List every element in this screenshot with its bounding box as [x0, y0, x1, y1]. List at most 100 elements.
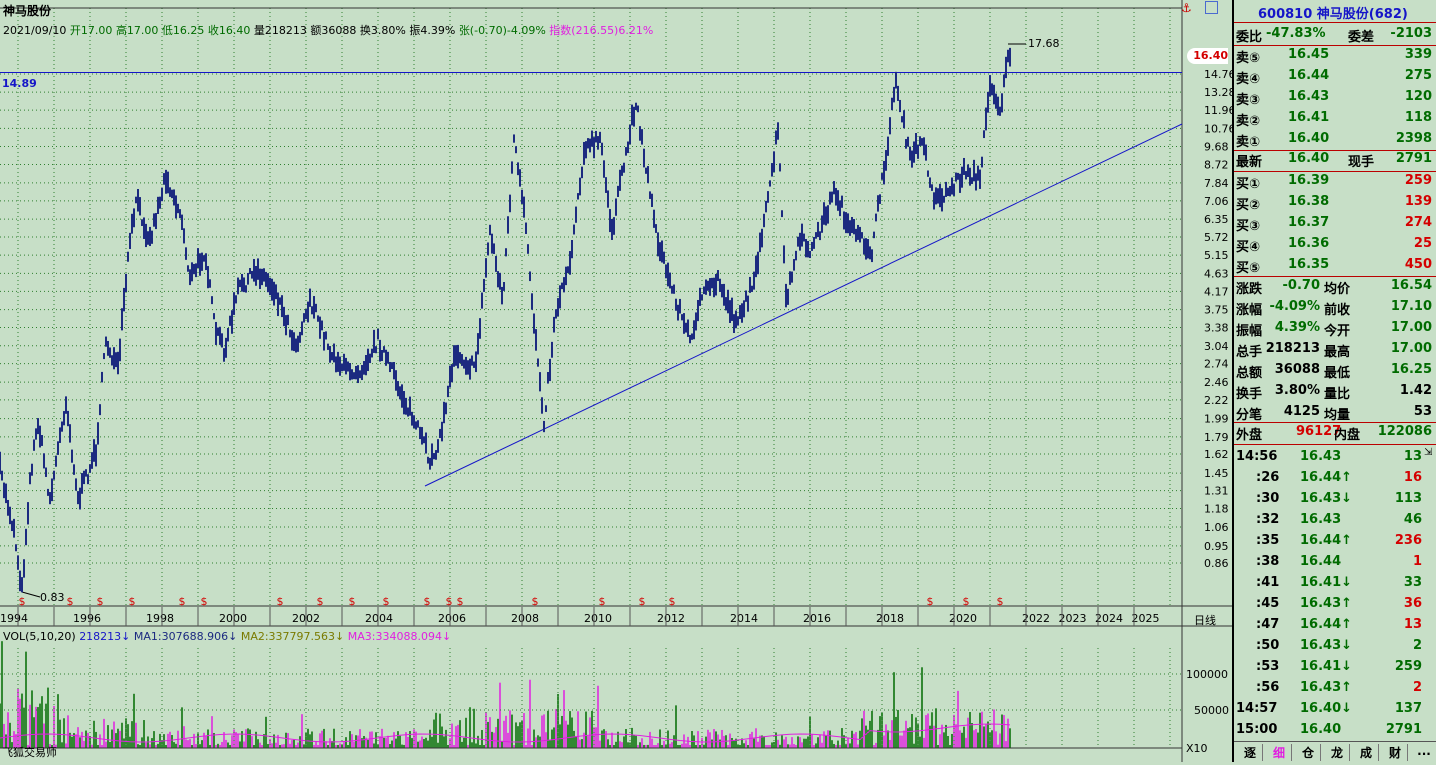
tick-scroll-icon[interactable]: ⇲ [1424, 447, 1433, 458]
info-index: 指数(216.55)6.21% [549, 24, 654, 37]
vol-axis-top: 100000 [1186, 668, 1228, 681]
price-tick: 1.31 [1204, 485, 1229, 498]
stat-label-2: 均价 [1324, 282, 1351, 297]
tick-row: 15:00 16.40 2791 [1234, 720, 1436, 741]
dividend-marker: $ [532, 595, 539, 608]
stat-value-2: 17.00 [1390, 341, 1432, 356]
stat-value: -0.70 [1282, 278, 1320, 293]
year-tick: 2025 [1132, 612, 1160, 625]
inner-label: 内盘 [1334, 428, 1361, 443]
info-bar: 2021/09/10 开17.00 高17.00 低16.25 收16.40 量… [3, 22, 653, 38]
panel-tab[interactable]: 细 [1267, 744, 1292, 761]
stat-value-2: 17.00 [1390, 320, 1432, 335]
stat-value: 4125 [1283, 404, 1320, 419]
tick-row: 14:57 16.40↓ 137 [1234, 699, 1436, 720]
tick-time: :56 [1256, 680, 1280, 695]
dividend-marker: $ [67, 595, 74, 608]
bid-volume: 25 [1413, 236, 1432, 251]
year-tick: 2010 [584, 612, 612, 625]
price-tick: 1.62 [1204, 448, 1229, 461]
price-tick: 1.99 [1204, 413, 1229, 426]
year-tick: 2016 [803, 612, 831, 625]
bid-row: 买③ 16.37 274 [1234, 213, 1436, 234]
tick-time: :47 [1256, 617, 1280, 632]
tick-row: :30 16.43↓ 113 [1234, 489, 1436, 510]
tick-time: 14:57 [1236, 701, 1278, 716]
tick-volume: 46 [1403, 512, 1422, 527]
layout-icon[interactable] [1205, 1, 1218, 14]
dividend-marker: $ [927, 595, 934, 608]
tick-price: 16.40 [1300, 722, 1342, 737]
stat-row: 涨幅 -4.09% 前收 17.10 [1234, 297, 1436, 318]
bid-volume: 139 [1404, 194, 1432, 209]
price-tick: 1.79 [1204, 431, 1229, 444]
stat-value: 218213 [1265, 341, 1320, 356]
vol-legend: VOL(5,10,20) 218213↓ MA1:307688.906↓ MA2… [3, 630, 451, 643]
stat-label-2: 均量 [1324, 408, 1351, 423]
panel-tab[interactable]: 逐 [1238, 744, 1263, 761]
scale-label[interactable]: X10 [1186, 742, 1208, 755]
stat-label: 涨跌 [1236, 282, 1263, 297]
price-tick: 7.84 [1204, 177, 1229, 190]
year-tick: 2020 [949, 612, 977, 625]
stat-label: 涨幅 [1236, 303, 1263, 318]
bid-volume: 274 [1404, 215, 1432, 230]
tick-row: :38 16.44 1 [1234, 552, 1436, 573]
anchor-icon[interactable]: ⚓ [1181, 1, 1192, 15]
tick-price: 16.44↑ [1300, 533, 1353, 548]
price-tick: 0.95 [1204, 540, 1229, 553]
stat-label-2: 最高 [1324, 345, 1351, 360]
price-tick: 8.72 [1204, 159, 1229, 172]
stat-label: 振幅 [1236, 324, 1263, 339]
panel-tab[interactable]: 财 [1383, 744, 1408, 761]
dividend-marker: $ [599, 595, 606, 608]
bid-row: 买④ 16.36 25 [1234, 234, 1436, 255]
panel-tab[interactable]: 龙 [1325, 744, 1350, 761]
year-tick: 2018 [876, 612, 904, 625]
bid-row: 买② 16.38 139 [1234, 192, 1436, 213]
kline-chart-area[interactable]: $ $ $ $ $ $ $ $ $ $ $ $ $ $ $ $ $ $ $ $ 14.76 13.28 11.96 10.7… [0, 0, 1236, 762]
panel-tab[interactable]: ... [1412, 744, 1436, 761]
tick-row: :26 16.44↑ 16 [1234, 468, 1436, 489]
year-tick: 2000 [219, 612, 247, 625]
price-tick: 4.17 [1204, 285, 1229, 298]
ask-label: 卖④ [1236, 72, 1261, 87]
ask-price: 16.43 [1288, 89, 1330, 104]
panel-tab[interactable]: 成 [1354, 744, 1379, 761]
info-date: 2021/09/10 [3, 24, 67, 37]
ask-price: 16.45 [1288, 47, 1330, 62]
dividend-marker: $ [277, 595, 284, 608]
tick-price: 16.44↑ [1300, 617, 1353, 632]
tick-row: :41 16.41↓ 33 [1234, 573, 1436, 594]
tick-price: 16.41↓ [1300, 575, 1353, 590]
latest-row: 最新 16.40 现手 2791 [1234, 149, 1436, 170]
tick-row: :47 16.44↑ 13 [1234, 615, 1436, 636]
ask-row: 卖④ 16.44 275 [1234, 66, 1436, 87]
price-tick: 1.18 [1204, 503, 1229, 516]
period-label[interactable]: 日线 [1194, 614, 1216, 627]
tick-time: 14:56 [1236, 449, 1278, 464]
tick-volume: 36 [1403, 596, 1422, 611]
ask-volume: 118 [1404, 110, 1432, 125]
bid-row: 买⑤ 16.35 450 [1234, 255, 1436, 276]
tick-price: 16.43 [1300, 449, 1342, 464]
panel-header: 600810 神马股份(682) [1234, 0, 1436, 23]
price-tick: 9.68 [1204, 141, 1229, 154]
price-tick: 5.15 [1204, 249, 1229, 262]
tick-time: :32 [1256, 512, 1280, 527]
chart-canvas: $ $ $ $ $ $ $ $ $ $ $ $ $ $ $ $ $ $ $ $ 14.76 13.28 11.96 10.7… [0, 0, 1236, 762]
tick-time: 15:00 [1236, 722, 1278, 737]
tick-row: :45 16.43↑ 36 [1234, 594, 1436, 615]
panel-tab[interactable]: 仓 [1296, 744, 1321, 761]
stat-value: -4.09% [1269, 299, 1321, 314]
bid-label: 买③ [1236, 219, 1261, 234]
tick-volume: 2791 [1385, 722, 1422, 737]
dividend-marker: $ [669, 595, 676, 608]
tick-price: 16.44↑ [1300, 470, 1353, 485]
dividend-marker: $ [19, 595, 26, 608]
stat-row: 振幅 4.39% 今开 17.00 [1234, 318, 1436, 339]
dividend-marker: $ [997, 595, 1004, 608]
vol-value: 218213↓ [79, 630, 131, 643]
tick-row: 14:56 16.43 13 [1234, 447, 1436, 468]
ask-volume: 2398 [1395, 131, 1432, 146]
